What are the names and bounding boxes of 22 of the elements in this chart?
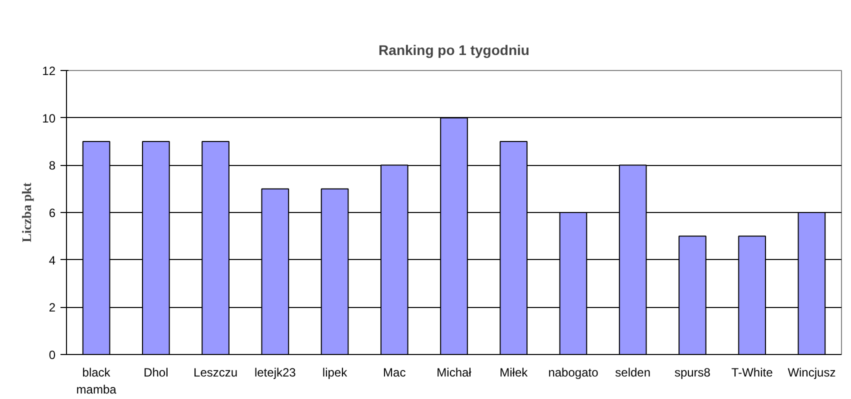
y-tick-label: 4 bbox=[48, 253, 56, 268]
x-tick-label: T-White bbox=[731, 366, 774, 380]
x-tick-label: Mac bbox=[383, 366, 406, 380]
y-tick-label: 10 bbox=[42, 111, 56, 126]
x-tick-label: Miłek bbox=[500, 366, 529, 380]
x-tick-label: black mamba bbox=[76, 366, 117, 396]
y-tick-label: 6 bbox=[48, 206, 56, 220]
x-tick-label: Wincjusz bbox=[788, 366, 836, 380]
x-tick-label: Leszczu bbox=[194, 366, 238, 380]
x-tick-label: Michał bbox=[436, 366, 472, 380]
x-tick-label: letejk23 bbox=[254, 366, 296, 380]
y-tick-label: 0 bbox=[48, 348, 56, 362]
x-tick-label: spurs8 bbox=[674, 366, 711, 380]
y-tick-label: 12 bbox=[42, 64, 56, 78]
x-tick-label: lipek bbox=[322, 366, 348, 380]
y-tick-label: 2 bbox=[48, 300, 56, 315]
x-tick-label: nabogato bbox=[548, 366, 599, 380]
y-axis-title: Liczba pkt bbox=[19, 182, 34, 242]
x-tick-label: Dhol bbox=[144, 366, 168, 380]
y-tick-label: 8 bbox=[48, 158, 56, 173]
x-tick-label: selden bbox=[615, 366, 651, 380]
chart-title: Ranking po 1 tygodniu bbox=[378, 42, 530, 58]
